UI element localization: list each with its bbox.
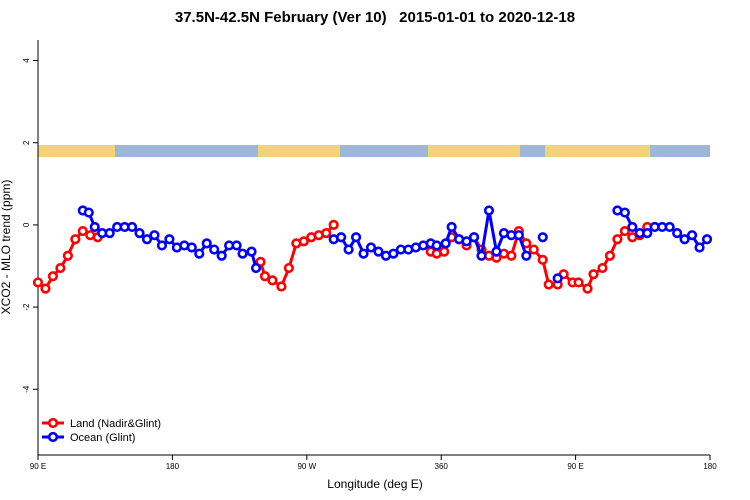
point — [537, 254, 548, 265]
point — [694, 242, 705, 253]
x-tick-label: 360 — [435, 462, 449, 471]
point — [506, 250, 517, 261]
x-tick-label: 90 E — [567, 462, 583, 471]
point — [701, 234, 713, 245]
point — [336, 232, 347, 243]
point — [62, 250, 73, 261]
point — [358, 248, 369, 259]
point — [537, 232, 548, 243]
point — [440, 238, 451, 249]
x-tick-label: 180 — [166, 462, 180, 471]
point — [70, 234, 81, 245]
point — [439, 246, 450, 257]
y-tick-label: 2 — [22, 140, 31, 145]
point — [588, 269, 599, 280]
point — [491, 246, 502, 257]
y-tick-label: -4 — [22, 385, 31, 393]
point — [246, 246, 257, 257]
point — [468, 232, 480, 243]
point — [209, 244, 220, 255]
x-tick-label: 90 W — [297, 462, 316, 471]
point — [483, 205, 495, 216]
point — [528, 244, 539, 255]
point — [328, 219, 339, 231]
point — [679, 234, 690, 245]
point — [321, 228, 332, 239]
point — [582, 283, 593, 294]
point — [259, 271, 271, 282]
point — [521, 250, 532, 261]
legend-label: Land (Nadir&Glint) — [70, 418, 161, 430]
legend-marker — [47, 431, 59, 443]
point — [283, 262, 294, 274]
point — [612, 234, 623, 245]
point — [164, 234, 175, 245]
point — [194, 248, 205, 259]
legend-label: Ocean (Glint) — [70, 432, 135, 444]
point — [627, 221, 638, 233]
point — [642, 228, 653, 239]
point — [83, 207, 94, 218]
point — [446, 221, 457, 233]
point — [573, 277, 584, 288]
point — [552, 273, 563, 284]
point — [141, 234, 153, 245]
y-tick-label: 4 — [22, 58, 31, 63]
y-tick-label: 0 — [22, 222, 31, 227]
point — [343, 244, 354, 255]
point — [476, 250, 487, 261]
point — [89, 221, 100, 233]
point — [156, 240, 168, 251]
point — [664, 221, 675, 233]
point — [373, 246, 384, 257]
point — [597, 262, 608, 274]
point — [231, 240, 242, 251]
point — [126, 221, 138, 233]
point — [267, 275, 278, 286]
point — [216, 250, 227, 261]
point — [250, 262, 262, 274]
point — [47, 271, 59, 282]
legend-marker — [47, 417, 59, 429]
point — [77, 225, 88, 237]
point — [672, 228, 683, 239]
x-tick-label: 180 — [703, 462, 717, 471]
point — [201, 238, 212, 249]
x-axis-label: Longitude (deg E) — [327, 477, 422, 491]
point — [619, 225, 630, 237]
chart-title: 37.5N-42.5N February (Ver 10) 2015-01-01… — [175, 9, 575, 26]
point — [513, 230, 524, 241]
x-tick-label: 90 E — [30, 462, 46, 471]
point — [619, 207, 630, 218]
map-strip — [38, 145, 710, 157]
point — [461, 236, 472, 247]
point — [149, 230, 160, 241]
point — [431, 240, 442, 251]
point — [686, 230, 698, 241]
y-tick-label: -2 — [22, 303, 31, 311]
point — [298, 236, 309, 247]
point — [55, 262, 66, 274]
point — [134, 228, 145, 239]
y-axis-label: XCO2 - MLO trend (ppm) — [0, 180, 13, 315]
point — [276, 281, 287, 292]
point — [104, 228, 115, 239]
point — [186, 242, 197, 253]
point — [365, 242, 377, 253]
point — [350, 232, 362, 243]
point — [40, 283, 51, 294]
point — [543, 279, 554, 290]
point — [388, 248, 399, 259]
point — [237, 248, 248, 259]
point — [604, 250, 616, 261]
point — [32, 277, 44, 288]
